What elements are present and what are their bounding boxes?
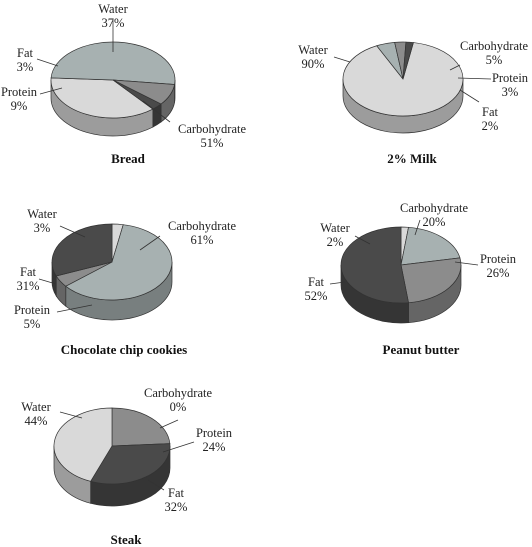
peanut-butter-label-water: Water 2% [320,221,350,249]
2-milk-leader-carbohydrate [449,64,461,71]
bread-label-water: Water 37% [98,2,128,30]
bread-slice-carbohydrate [50,41,176,85]
steak-slice-protein [111,407,171,447]
peanut-butter-label-fat: Fat 52% [305,275,328,303]
peanut-butter-leader-carbohydrate [414,219,421,236]
bread-title: Bread [111,151,145,166]
chocolate-chip-cookies-title: Chocolate chip cookies [61,342,187,357]
chocolate-chip-cookies-slice-fat [51,223,113,277]
peanut-butter-leader-fat [329,281,346,285]
steak-slice-fat [90,443,171,485]
bread-leader-carbohydrate [142,100,171,123]
peanut-butter-leader-water [354,235,371,245]
chocolate-chip-cookies-leader-fat [38,278,57,285]
steak-label-protein: Protein 24% [196,426,233,454]
2-milk-slice-fat [402,41,414,80]
2-milk-label-water: Water 90% [298,43,328,71]
steak-label-water: Water 44% [21,400,51,428]
2-milk-label-carbohydrate: Carbohydrate 5% [460,39,528,67]
2-milk-title: 2% Milk [387,151,437,166]
peanut-butter-slice-carbohydrate [400,226,461,266]
steak-title: Steak [110,532,142,547]
bread-pie: Water 37% Carbohydrate 51% Protein 9% Fat 3% Bre… [1,2,247,166]
peanut-butter-title: Peanut butter [383,342,460,357]
bread-label-fat: Fat 3% [17,46,34,74]
steak-leader-carbohydrate [159,419,179,429]
steak-label-fat: Fat 32% [165,486,188,514]
chocolate-chip-cookies-pie: Water 3% Carbohydrate 61% Protein 5% Fat 31% Cho… [14,207,237,357]
peanut-butter-pie: Water 2% Carbohydrate 20% Protein 26% Fat 52% Pe… [305,201,517,357]
chocolate-chip-cookies-label-protein: Protein 5% [14,303,51,331]
bread-label-carbohydrate: Carbohydrate 51% [178,122,246,150]
peanut-butter-label-protein: Protein 26% [480,252,517,280]
peanut-butter-label-carbohydrate: Carbohydrate 20% [400,201,468,229]
chocolate-chip-cookies-slice-carbohydrate [65,224,173,301]
steak-pie: Water 44% Carbohydrate 0% Protein 24% Fat 32% St… [21,386,233,547]
steak-label-carbohydrate: Carbohydrate 0% [144,386,212,414]
chocolate-chip-cookies-leader-protein [56,304,93,313]
chocolate-chip-cookies-leader-water [59,225,86,238]
chocolate-chip-cookies-leader-carbohydrate [139,235,161,251]
bread-slice-water [50,77,154,119]
2-milk-leader-protein [457,77,492,80]
2-milk-label-fat: Fat 2% [482,105,499,133]
chocolate-chip-cookies-label-fat: Fat 31% [17,265,40,293]
steak-leader-water [59,411,83,419]
2-milk-slice-water [342,42,464,117]
bread-leader-protein [39,87,63,95]
2-milk-leader-fat [459,89,480,103]
peanut-butter-leader-protein [454,261,479,266]
steak-leader-fat [147,479,165,491]
chocolate-chip-cookies-label-water: Water 3% [27,207,57,235]
steak-leader-protein [162,441,195,453]
steak-slice-water [53,407,113,482]
bread-leader-fat [36,58,59,67]
bread-label-protein: Protein 9% [1,85,38,113]
chocolate-chip-cookies-label-carbohydrate: Carbohydrate 61% [168,219,236,247]
2-milk-label-protein: Protein 3% [492,71,529,99]
peanut-butter-slice-fat [340,226,409,304]
2-milk-leader-water [333,56,351,63]
2-milk-pie: Water 90% Carbohydrate 5% Protein 3% Fat 2% 2% M… [298,39,529,166]
